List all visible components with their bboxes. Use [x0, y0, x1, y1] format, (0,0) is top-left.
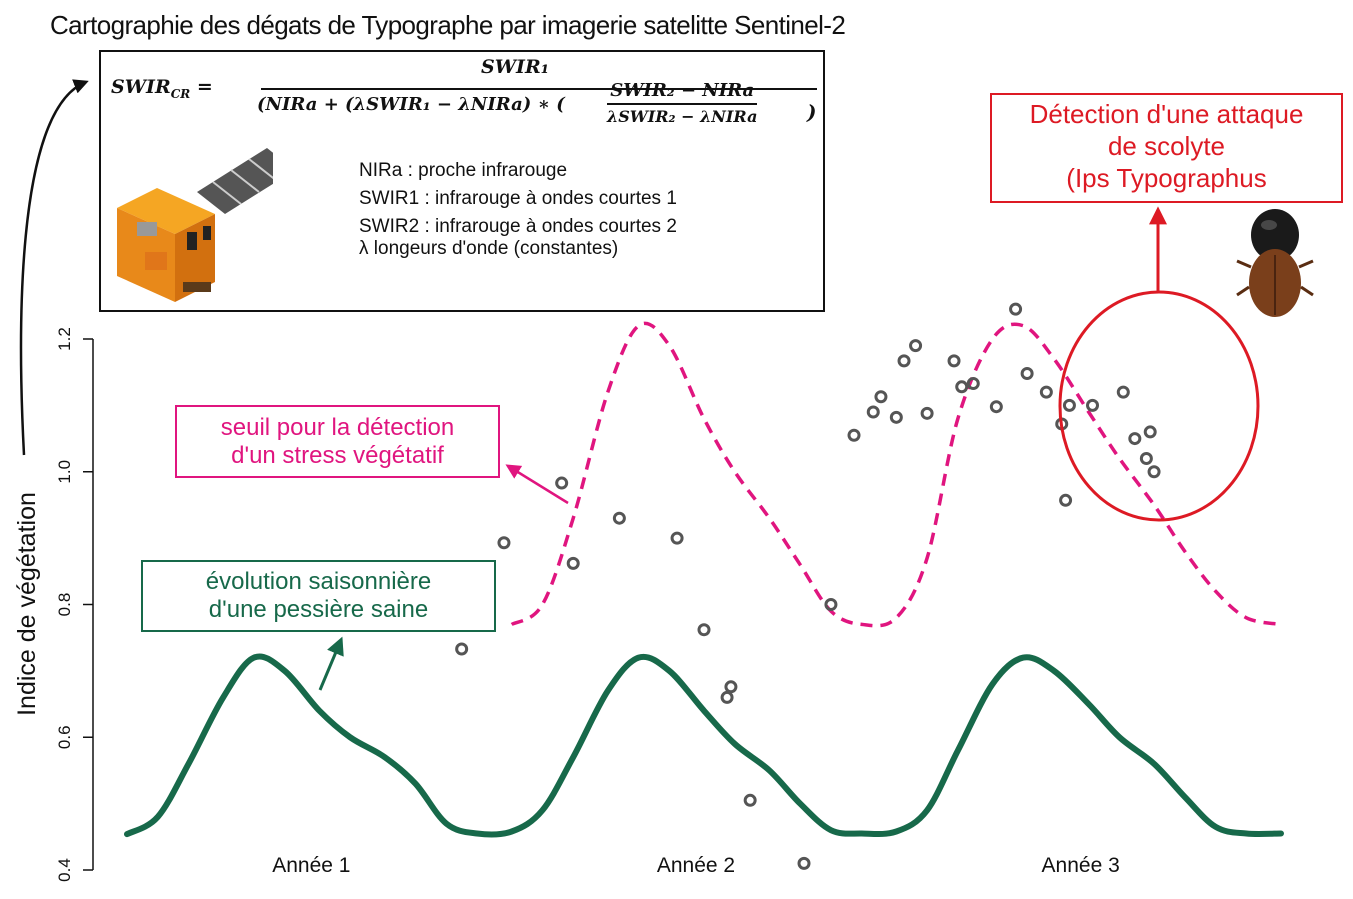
formula-numerator: SWIR₁ [481, 56, 550, 78]
year-label: Année 2 [657, 854, 735, 877]
data-point [824, 598, 838, 611]
data-point [989, 400, 1003, 414]
data-point [455, 642, 469, 656]
data-point [966, 376, 980, 390]
formula-box: SWIRCR = SWIR₁ (NIRa + (λSWIR₁ − λNIRa) … [99, 50, 825, 312]
formula-inner-denominator: λSWIR₂ − λNIRa [607, 107, 758, 126]
legend-swir2: SWIR2 : infrarouge à ondes courtes 2 [359, 216, 677, 237]
data-point [909, 339, 923, 353]
data-point [947, 354, 961, 368]
data-point [1143, 425, 1157, 439]
scolyte-callout-line-3: (Ips Typographus [1066, 163, 1267, 193]
data-point [670, 531, 684, 545]
y-tick-label: 0.8 [55, 593, 74, 617]
data-point [497, 536, 511, 550]
threshold-pointer-arrow [505, 464, 569, 505]
data-point [1062, 398, 1076, 412]
chart-annotations [19, 79, 1260, 691]
y-axis-label: Indice de végétation [13, 492, 41, 716]
data-point [612, 511, 626, 525]
data-point [874, 390, 888, 404]
data-point [1020, 367, 1034, 381]
legend-lambda: λ longeurs d'onde (constantes) [359, 238, 619, 259]
y-tick-label: 1.2 [55, 327, 74, 351]
y-tick-label: 0.6 [55, 725, 74, 749]
y-tick-label: 1.0 [55, 460, 74, 484]
formula-denominator: (NIRa + (λSWIR₁ − λNIRa) ∗ ( [257, 94, 565, 115]
legend-swir1: SWIR1 : infrarouge à ondes courtes 1 [359, 188, 677, 209]
formula-inner-fraction: SWIR₂ − NIRa λSWIR₂ − λNIRa [607, 80, 758, 126]
healthy-forest-callout: évolution saisonnière d'une pessière sai… [141, 560, 496, 632]
beetle-icon [1236, 209, 1314, 317]
threshold-callout-line-2: d'un stress végétatif [231, 442, 444, 469]
formula-fraction-bar [261, 88, 817, 90]
data-point [555, 476, 569, 490]
chart-series [124, 321, 1284, 838]
data-point [724, 680, 738, 694]
data-point [1086, 398, 1100, 412]
scolyte-callout-line-2: de scolyte [1107, 131, 1226, 161]
healthy-callout-line-1: évolution saisonnière [205, 568, 432, 595]
chart-points [455, 302, 1161, 870]
year-label: Année 1 [272, 854, 350, 877]
threshold-callout: seuil pour la détection d'un stress végé… [175, 405, 500, 478]
formula-lhs: SWIRCR = [111, 76, 213, 101]
legend-nira: NIRa : proche infrarouge [359, 160, 568, 181]
data-point [1139, 451, 1153, 465]
scolyte-callout-line-1: Détection d'une attaque [1029, 99, 1304, 129]
healthy-callout-line-2: d'une pessière saine [208, 596, 429, 623]
healthy-forest-curve [124, 653, 1284, 838]
formula-inner-bar [607, 103, 758, 105]
threshold-curve [510, 321, 1282, 628]
year-label: Année 3 [1042, 854, 1120, 877]
data-point [797, 856, 811, 870]
formula-inner-numerator: SWIR₂ − NIRa [610, 80, 755, 101]
data-point [1147, 465, 1161, 479]
axis-to-formula-arrow [19, 79, 89, 456]
data-point [866, 405, 880, 419]
data-point [847, 428, 861, 442]
data-point [1059, 493, 1073, 507]
data-point [897, 354, 911, 368]
bark-beetle-callout: Détection d'une attaque de scolyte (Ips … [990, 93, 1343, 203]
y-tick-label: 0.4 [55, 858, 74, 882]
data-point [889, 410, 903, 424]
data-point [1009, 302, 1023, 316]
data-point [697, 623, 711, 637]
data-point [955, 380, 969, 394]
data-point [920, 406, 934, 420]
data-point [743, 793, 757, 807]
y-axis: 0.4 0.6 0.8 1.0 1.2 Indice de végétation Année… [13, 327, 1120, 882]
data-point [1128, 432, 1142, 446]
data-point [1039, 385, 1053, 399]
formula-closing-paren: ) [807, 100, 817, 124]
data-point [566, 556, 580, 570]
threshold-callout-line-1: seuil pour la détection [220, 414, 455, 441]
data-point [720, 690, 734, 704]
healthy-pointer-arrow [318, 636, 344, 691]
data-point [1116, 385, 1130, 399]
satellite-icon [117, 148, 273, 302]
detection-ellipse [1058, 290, 1260, 522]
chart-title: Cartographie des dégats de Typographe pa… [50, 10, 846, 40]
